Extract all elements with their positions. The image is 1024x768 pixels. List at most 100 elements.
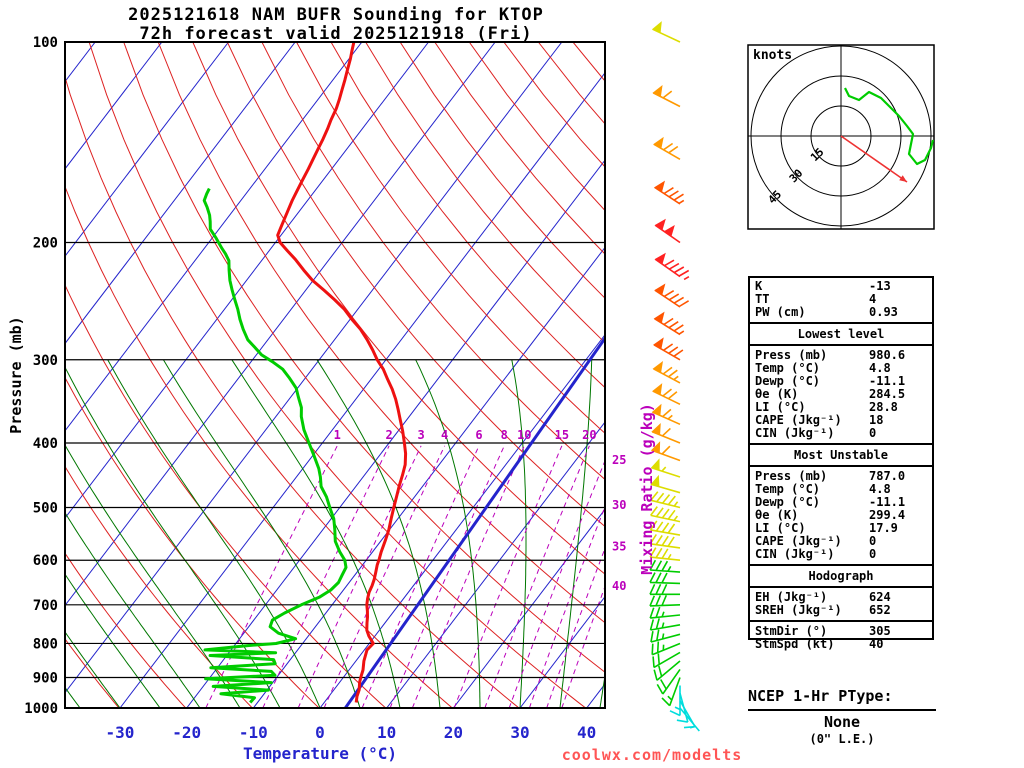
index-row: Temp (°C) 4.8 — [750, 362, 932, 375]
index-label: θe (K) — [755, 387, 799, 401]
wind-barb — [652, 651, 681, 669]
temperature-tick-label: -30 — [106, 723, 135, 742]
svg-text:1: 1 — [334, 428, 341, 442]
pressure-tick-label: 900 — [33, 671, 58, 687]
index-label: Temp (°C) — [755, 482, 821, 496]
svg-text:35: 35 — [612, 539, 626, 553]
wind-barb — [649, 534, 681, 549]
watermark-link[interactable]: coolwx.com/modelts — [561, 746, 743, 764]
wind-barb — [652, 383, 681, 406]
index-label: PW (cm) — [755, 305, 806, 319]
index-row: θe (K) 299.4 — [750, 509, 932, 522]
index-row: Temp (°C) 4.8 — [750, 483, 932, 496]
svg-text:20: 20 — [582, 428, 596, 442]
index-label: SREH (Jkg⁻¹) — [755, 603, 842, 617]
wind-barb — [650, 491, 681, 509]
wind-barb — [654, 218, 681, 244]
wind-barb — [649, 583, 680, 596]
index-value: 28.8 — [869, 400, 898, 414]
temperature-trace — [276, 42, 408, 703]
divider — [750, 564, 932, 566]
pressure-tick-label: 1000 — [24, 701, 58, 717]
wind-barb — [650, 506, 681, 523]
mixing-ratio-axis-label: Mixing Ratio (g/kg) — [638, 403, 656, 575]
index-value: 4 — [869, 292, 877, 306]
index-row: LI (°C) 28.8 — [750, 401, 932, 414]
index-label: θe (K) — [755, 508, 799, 522]
divider — [750, 344, 932, 346]
index-label: K — [755, 279, 763, 293]
wind-barb — [650, 474, 681, 494]
mixing-ratio-labels: 1 2 3 4 6 8 10 15 20 25 30 35 40 — [334, 428, 627, 593]
wind-barb — [676, 692, 689, 723]
dewpoint-trace — [202, 187, 348, 704]
svg-text:10: 10 — [517, 428, 531, 442]
wind-barb — [654, 283, 690, 308]
index-label: CIN (Jkg⁻¹) — [755, 547, 835, 561]
wind-barb — [651, 641, 681, 656]
wind-barb — [650, 458, 681, 478]
index-row: CAPE (Jkg⁻¹) 18 — [750, 414, 932, 427]
temperature-tick-label: -20 — [172, 723, 201, 742]
pressure-tick-label: 700 — [33, 598, 58, 614]
wind-barb — [656, 668, 681, 695]
index-value: 0 — [869, 426, 877, 440]
hodograph-ring — [780, 75, 902, 197]
index-row: Dewp (°C) -11.1 — [750, 496, 932, 509]
index-label: Dewp (°C) — [755, 495, 821, 509]
index-value: 652 — [869, 603, 891, 617]
index-row: CIN (Jkg⁻¹) 0 — [750, 427, 932, 440]
divider — [750, 586, 932, 588]
hodograph-ring — [810, 105, 872, 167]
divider — [750, 620, 932, 622]
index-section-header: Lowest level — [797, 327, 885, 341]
wind-barb — [653, 136, 681, 160]
index-value: 18 — [869, 413, 884, 427]
index-value: 624 — [869, 590, 891, 604]
pressure-tick-label: 200 — [33, 235, 58, 251]
wind-barb — [649, 547, 681, 561]
svg-text:40: 40 — [612, 579, 626, 593]
wind-barb — [652, 85, 681, 108]
svg-text:6: 6 — [475, 428, 482, 442]
svg-text:8: 8 — [501, 428, 508, 442]
pressure-tick-label: 400 — [33, 436, 58, 452]
index-label: Press (mb) — [755, 348, 828, 362]
wind-barb — [679, 700, 696, 729]
pressure-tick-label: 300 — [33, 353, 58, 369]
indices-panel: K -13 TT 4 PW (cm) 0.93 Lowest level Press (mb)… — [748, 276, 934, 651]
index-value: 0 — [869, 547, 877, 561]
wind-barb-column — [649, 21, 700, 732]
wind-barb — [652, 361, 681, 384]
index-value: 980.6 — [869, 348, 906, 362]
svg-text:30: 30 — [612, 498, 626, 512]
pressure-axis-label: Pressure (mb) — [7, 316, 25, 434]
wind-barb — [649, 594, 681, 607]
index-label: StmSpd (kt) — [755, 637, 835, 651]
wind-barb — [653, 180, 685, 205]
hodograph-units-label: knots — [753, 48, 793, 63]
index-row: Press (mb) 787.0 — [750, 470, 932, 483]
temperature-tick-label: 40 — [577, 723, 596, 742]
wind-barb — [649, 520, 681, 536]
wind-barb — [649, 606, 681, 619]
index-label: StmDir (°) — [755, 624, 828, 638]
index-value: 0 — [869, 534, 877, 548]
index-row: CIN (Jkg⁻¹) 0 — [750, 548, 932, 561]
index-label: Press (mb) — [755, 469, 828, 483]
index-section-header: Hodograph — [808, 569, 874, 583]
storm-motion-vector — [840, 135, 908, 183]
wind-barb — [651, 422, 681, 444]
pressure-tick-label: 500 — [33, 501, 58, 517]
index-row: SREH (Jkg⁻¹) 652 — [750, 604, 932, 617]
index-value: 284.5 — [869, 387, 906, 401]
wind-barb — [649, 618, 681, 631]
temperature-tick-label: 20 — [444, 723, 463, 742]
index-value: 17.9 — [869, 521, 898, 535]
wind-barb — [653, 337, 684, 361]
index-row: Press (mb) 980.6 — [750, 349, 932, 362]
pressure-tick-label: 800 — [33, 636, 58, 652]
